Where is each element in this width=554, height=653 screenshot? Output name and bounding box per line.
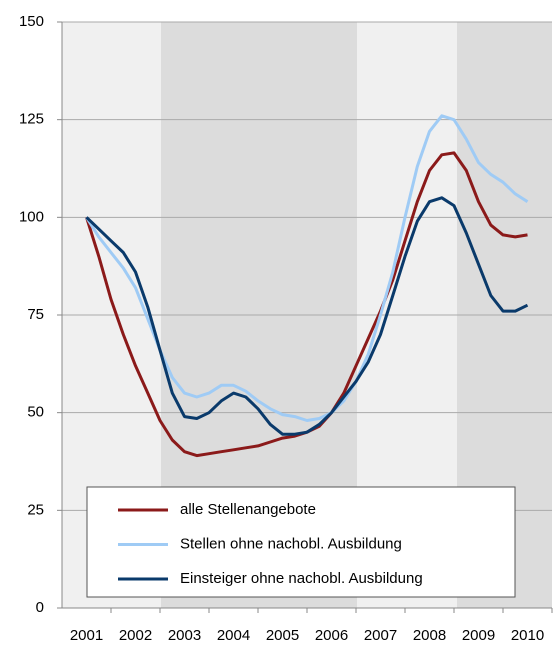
legend-label: Einsteiger ohne nachobl. Ausbildung	[180, 570, 423, 587]
x-tick-label: 2005	[266, 627, 299, 644]
x-tick-label: 2009	[462, 627, 495, 644]
legend-label: alle Stellenangebote	[180, 501, 316, 518]
series-line	[85, 196, 529, 436]
x-tick-label: 2004	[217, 627, 250, 644]
x-tick-label: 2006	[315, 627, 348, 644]
x-tick-label: 2008	[413, 627, 446, 644]
y-tick-label: 75	[27, 306, 44, 323]
legend-label: Stellen ohne nachobl. Ausbildung	[180, 535, 402, 552]
y-tick-label: 0	[36, 599, 44, 616]
y-tick-label: 25	[27, 501, 44, 518]
x-tick-label: 2002	[119, 627, 152, 644]
y-tick-label: 125	[19, 111, 44, 128]
y-tick-label: 100	[19, 208, 44, 225]
x-tick-label: 2007	[364, 627, 397, 644]
x-tick-label: 2003	[168, 627, 201, 644]
x-tick-label: 2010	[511, 627, 544, 644]
y-tick-label: 50	[27, 404, 44, 421]
y-tick-label: 150	[19, 13, 44, 30]
x-tick-label: 2001	[70, 627, 103, 644]
